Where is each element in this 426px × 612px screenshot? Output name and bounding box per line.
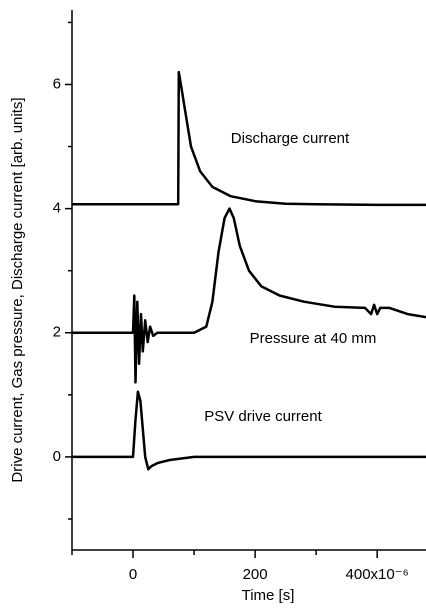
y-tick-label: 2 bbox=[53, 324, 61, 341]
y-axis-label: Drive current, Gas pressure, Discharge c… bbox=[9, 97, 26, 482]
y-tick-label: 4 bbox=[53, 200, 61, 217]
x-tick-label: 200 bbox=[243, 566, 268, 583]
x-tick-label: 0 bbox=[129, 566, 137, 583]
x-axis-label: Time [s] bbox=[242, 587, 295, 604]
series-label: Discharge current bbox=[231, 130, 350, 147]
series-label: Pressure at 40 mm bbox=[250, 330, 377, 347]
data-line bbox=[72, 207, 426, 384]
y-tick-label: 6 bbox=[53, 75, 61, 92]
x-tick-label: 400x10⁻⁶ bbox=[346, 566, 409, 583]
data-line bbox=[72, 390, 426, 471]
y-tick-label: 0 bbox=[53, 448, 61, 465]
data-line bbox=[72, 70, 426, 207]
series-label: PSV drive current bbox=[204, 408, 322, 425]
